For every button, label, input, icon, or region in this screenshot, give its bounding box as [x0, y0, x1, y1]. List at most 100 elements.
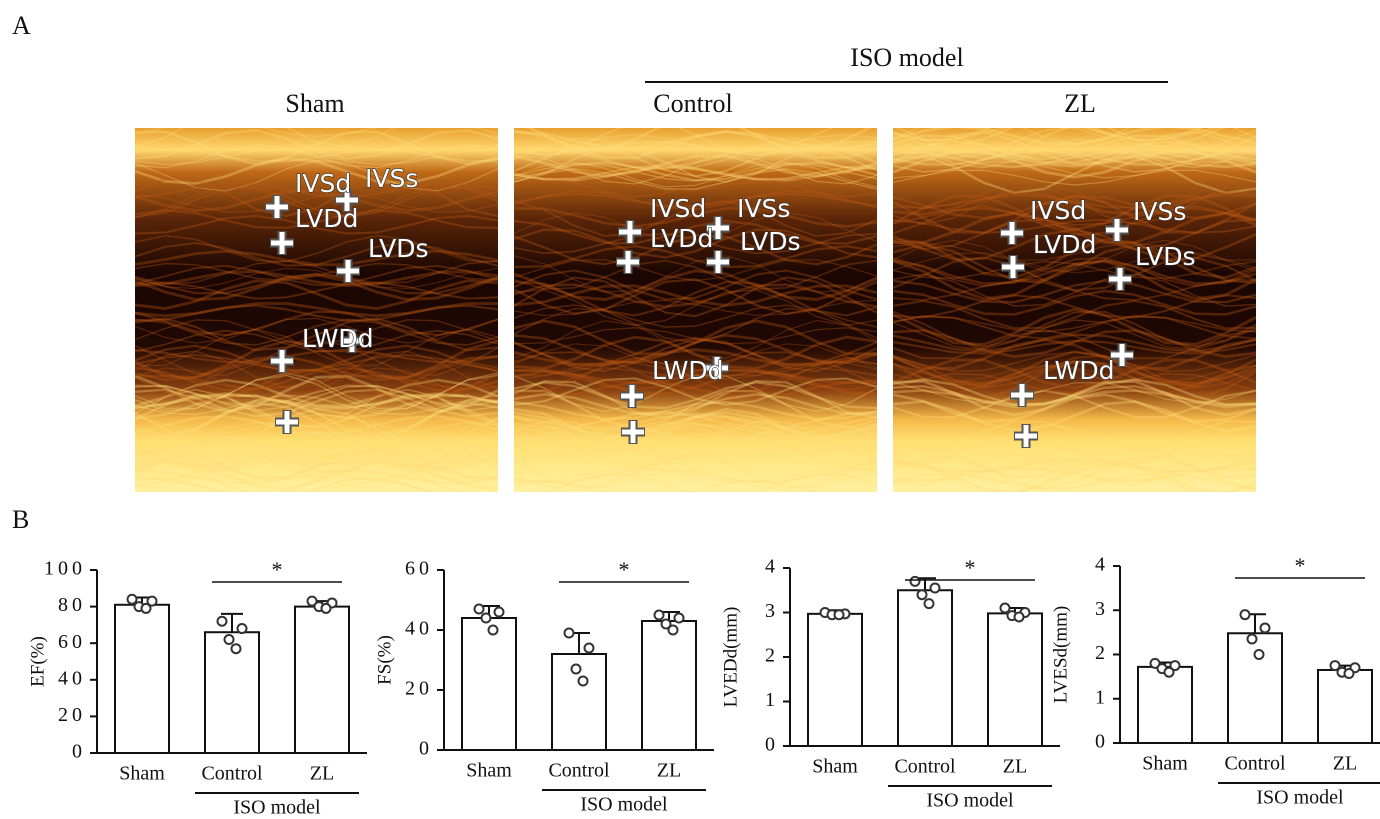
echo-stripe: [893, 364, 1256, 384]
echo-stripe: [514, 283, 877, 308]
echo-stripe: [514, 234, 877, 266]
echo-stripe: [514, 129, 877, 160]
echo-stripe: [135, 374, 498, 390]
bar: [641, 620, 697, 751]
x-tick-label: Sham: [466, 760, 512, 782]
caliper-marker: [707, 251, 729, 273]
y-tick-label: 40: [405, 618, 433, 640]
echo-stripe: [135, 367, 498, 401]
echo-stripe: [514, 361, 877, 381]
data-point: [916, 589, 928, 601]
data-point: [320, 602, 332, 614]
echo-stripe: [514, 259, 877, 290]
echo-stripe: [893, 389, 1256, 407]
data-point: [909, 575, 921, 587]
echo-stripe: [135, 480, 438, 492]
echo-stripe: [135, 310, 498, 337]
echo-stripe: [893, 279, 1256, 304]
caliper-marker: [1015, 425, 1037, 447]
echo-stripe: [135, 421, 498, 444]
echo-stripe: [135, 438, 498, 460]
echo-stripe: [514, 276, 877, 318]
caliper-marker: [1002, 256, 1024, 278]
bar: [897, 589, 953, 747]
echo-stripe: [135, 319, 498, 346]
echo-stripe: [893, 315, 1256, 333]
echo-stripe: [893, 354, 1256, 389]
echo-stripe: [135, 209, 498, 230]
echo-stripe: [514, 437, 877, 452]
echo-stripe: [893, 242, 1256, 261]
echo-label: LVDd: [650, 224, 713, 253]
echo-stripe: [135, 260, 498, 285]
echo-stripe: [135, 130, 498, 166]
echo-stripe: [135, 350, 498, 389]
y-axis-label: FS(%): [374, 635, 395, 685]
bar-chart: 0 20 40 60 FS(%) Sham Control ZL * ISO model: [374, 557, 714, 816]
echo-stripe: [135, 372, 498, 410]
group-label: ISO model: [926, 790, 1014, 812]
echo-stripe: [893, 444, 1256, 479]
echo-label: IVSd: [295, 169, 351, 198]
echo-stripe: [893, 128, 1204, 142]
significance-label: *: [272, 557, 283, 582]
echo-image: IVSd IVSs LVDd LVDs LWDd: [514, 128, 877, 492]
echo-stripe: [893, 128, 1256, 146]
echo-stripe: [893, 134, 1256, 161]
echo-stripe: [514, 380, 877, 400]
echo-stripe: [135, 440, 498, 480]
echo-stripe: [135, 469, 498, 485]
group-label: ISO model: [580, 794, 668, 816]
echo-stripe: [893, 435, 1256, 465]
caliper-marker: [341, 330, 363, 352]
echo-stripe: [514, 423, 877, 439]
bar: [461, 617, 517, 751]
echo-stripe: [514, 351, 877, 377]
echo-stripe: [514, 468, 877, 483]
echo-stripe: [893, 439, 1256, 455]
echo-stripe: [135, 414, 498, 436]
y-tick-label: 0: [72, 741, 86, 763]
bar: [987, 612, 1043, 748]
data-point: [306, 595, 318, 607]
echo-stripe: [893, 259, 1256, 286]
echo-stripe: [893, 299, 1256, 330]
caliper-marker: [621, 385, 643, 407]
echo-stripe: [514, 304, 877, 328]
data-point: [833, 609, 845, 621]
x-tick-label: Control: [1224, 753, 1286, 775]
echo-stripe: [893, 273, 1256, 307]
echo-stripe: [514, 154, 877, 185]
echo-stripe: [514, 278, 877, 315]
data-point: [1246, 633, 1258, 645]
echo-stripe: [893, 420, 1256, 451]
echo-stripe: [893, 382, 1256, 404]
y-tick-label: 40: [58, 667, 86, 689]
echo-stripe: [135, 264, 498, 287]
echo-stripe: [893, 186, 1256, 226]
caliper-marker: [1109, 268, 1131, 290]
y-tick-label: 0: [765, 734, 779, 756]
column-label: Control: [653, 89, 732, 118]
x-tick-label: Control: [894, 756, 956, 778]
echo-stripe: [893, 466, 1256, 483]
echo-stripe: [135, 388, 498, 418]
echo-stripe: [893, 259, 1256, 301]
echo-stripe: [514, 356, 877, 394]
data-point: [1149, 657, 1161, 669]
echo-stripe: [135, 148, 498, 163]
echo-stripe: [135, 446, 498, 483]
echo-stripe: [514, 269, 877, 301]
echo-stripe: [135, 458, 498, 483]
echo-stripe: [893, 260, 1256, 280]
data-point: [583, 642, 595, 654]
echo-stripe: [514, 393, 877, 416]
echo-stripe: [893, 218, 1256, 251]
echo-stripe: [893, 154, 1256, 195]
echo-stripe: [514, 470, 877, 491]
echo-label: IVSd: [650, 194, 706, 223]
caliper-marker: [1111, 344, 1133, 366]
x-tick-label: ZL: [310, 763, 334, 785]
echo-stripe: [893, 458, 1256, 473]
